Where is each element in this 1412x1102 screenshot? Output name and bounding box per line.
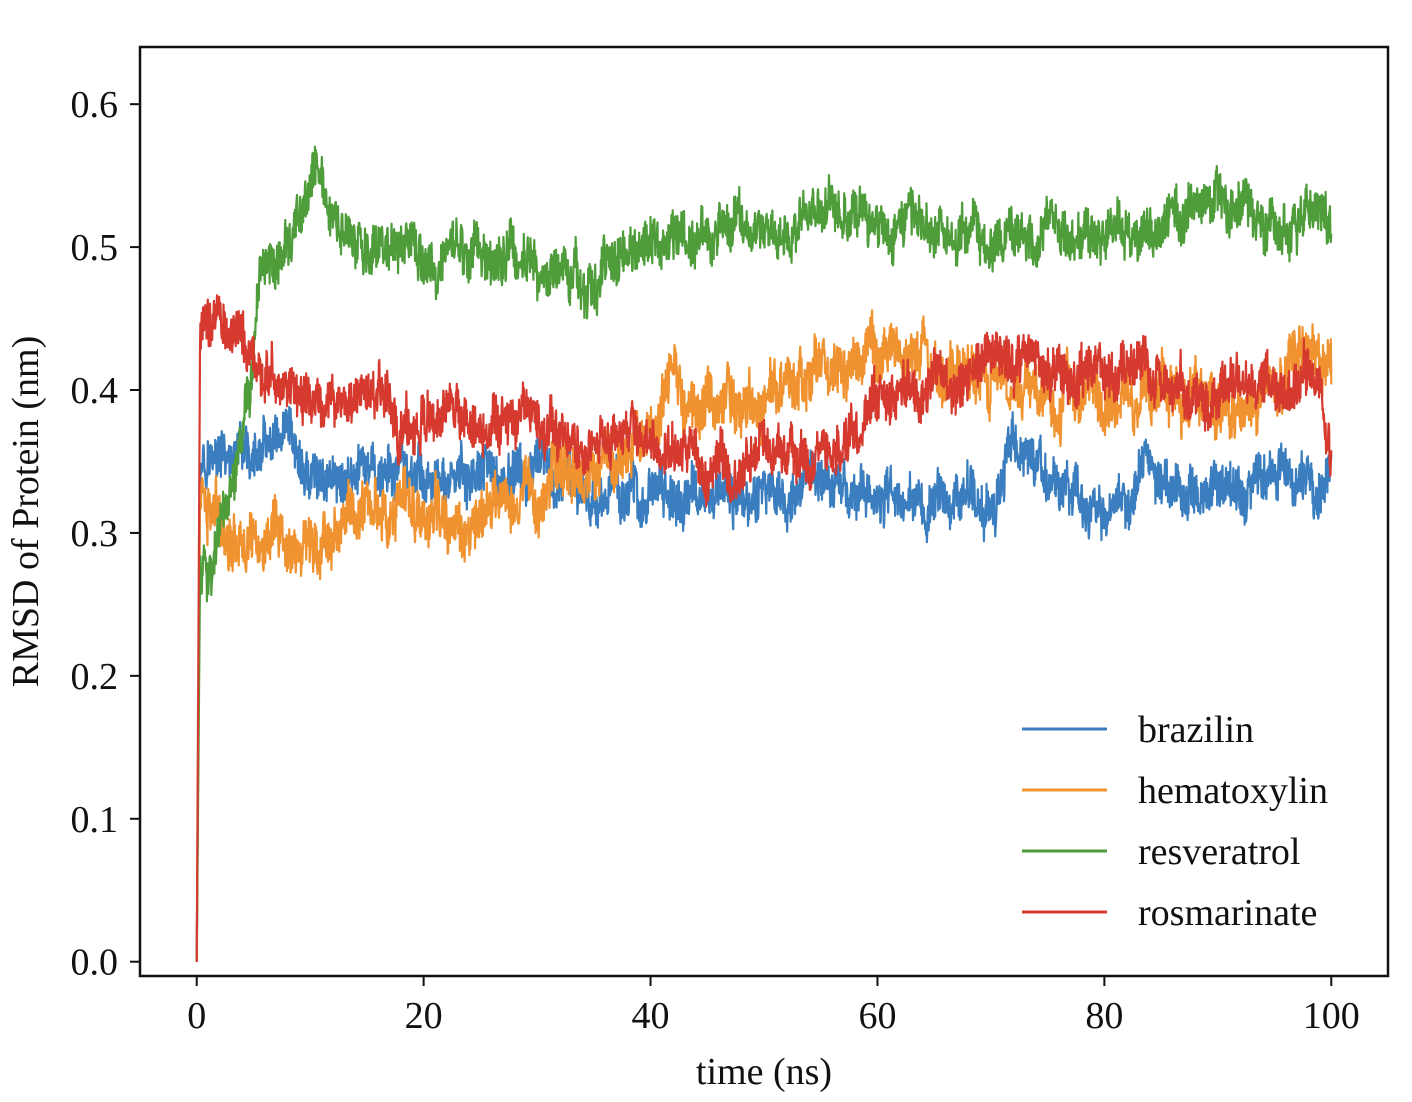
series-line-hematoxylin	[195, 309, 1333, 962]
plot-frame	[138, 45, 1390, 978]
x-tick-label: 0	[187, 995, 206, 1037]
series-line-brazilin	[195, 405, 1333, 962]
x-tick-label: 100	[1303, 995, 1360, 1037]
y-axis-title: RMSD of Protein (nm)	[5, 336, 47, 688]
y-tick-label: 0.2	[71, 656, 119, 698]
legend-label-brazilin: brazilin	[1138, 709, 1254, 751]
plot-lines	[195, 145, 1333, 962]
legend-label-hematoxylin: hematoxylin	[1138, 770, 1328, 812]
y-tick-label: 0.4	[71, 370, 119, 412]
series-line-rosmarinate	[195, 294, 1333, 962]
x-tick-label: 80	[1085, 995, 1123, 1037]
y-tick-label: 0.1	[71, 799, 119, 841]
x-axis-title: time (ns)	[696, 1051, 832, 1093]
x-tick-label: 20	[405, 995, 443, 1037]
y-tick-label: 0.5	[71, 227, 119, 269]
legend: brazilin hematoxylin resveratrol rosmarinat…	[1022, 709, 1328, 934]
y-tick-label: 0.6	[71, 84, 119, 126]
y-tick-label: 0.3	[71, 513, 119, 555]
legend-label-resveratrol: resveratrol	[1138, 831, 1300, 873]
y-axis-ticks: 0.0 0.1 0.2 0.3 0.4 0.5 0.6	[71, 84, 140, 984]
series-line-resveratrol	[195, 145, 1333, 962]
x-axis-ticks: 0 20 40 60 80 100	[187, 976, 1360, 1037]
legend-label-rosmarinate: rosmarinate	[1138, 892, 1317, 934]
x-tick-label: 60	[858, 995, 896, 1037]
y-tick-label: 0.0	[71, 942, 119, 984]
x-tick-label: 40	[632, 995, 670, 1037]
